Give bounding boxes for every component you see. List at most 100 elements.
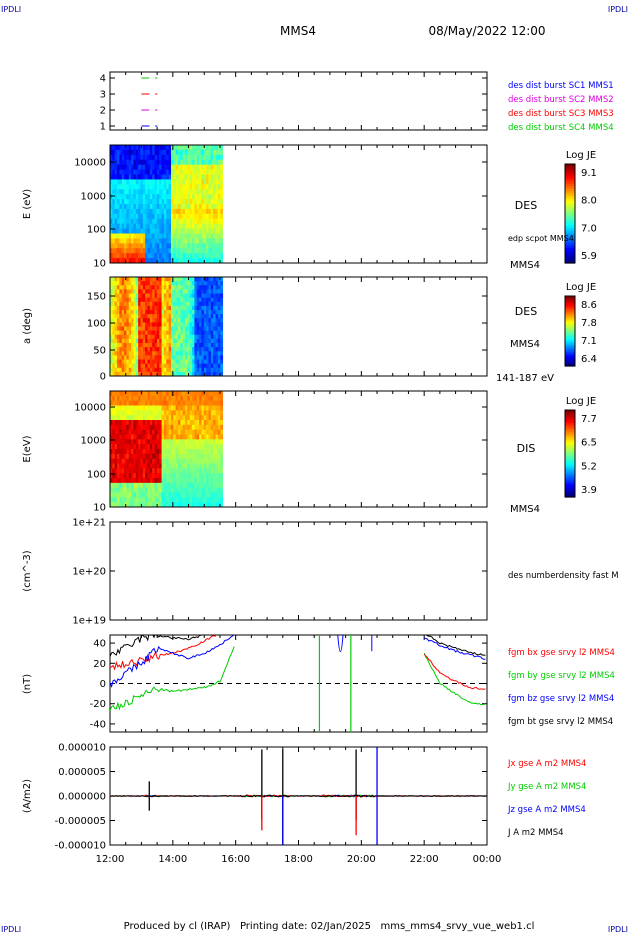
dis-energy-cell <box>124 463 127 469</box>
dis-energy-cell <box>156 482 160 489</box>
magnetic-field-ylabel: (nT) <box>22 674 33 694</box>
dis-energy-colorbar-cell <box>565 475 575 479</box>
des-energy-cell <box>178 159 181 166</box>
dis-energy-cell <box>112 497 116 503</box>
des-pitch-ytick-label: 50 <box>93 346 106 357</box>
des-energy-colorbar-cell <box>565 238 575 242</box>
dis-energy-cell <box>124 424 127 431</box>
dis-energy-cell <box>187 492 191 498</box>
des-energy-cell <box>166 223 170 230</box>
des-energy-cell <box>213 253 217 259</box>
des-pitch-cell <box>152 330 156 336</box>
dis-energy-cell <box>135 434 139 440</box>
dis-energy-cell <box>131 410 134 416</box>
dis-energy-cell <box>133 400 137 406</box>
dis-energy-cell <box>196 444 200 450</box>
dis-energy-cell <box>189 502 193 508</box>
des-energy-cell <box>210 213 214 220</box>
des-pitch-cell <box>138 330 141 336</box>
dis-energy-cell <box>149 449 153 455</box>
dis-energy-cell <box>194 453 198 460</box>
des-energy-cell <box>156 154 160 161</box>
dis-energy-cell <box>110 453 113 460</box>
des-energy-cell <box>166 164 170 171</box>
des-energy-cell <box>142 169 146 175</box>
des-energy-cell <box>112 204 116 210</box>
dis-energy-cell <box>215 429 219 435</box>
des-pitch-cell <box>208 293 212 299</box>
des-pitch-cell <box>121 355 125 360</box>
dis-energy-cell <box>156 468 160 474</box>
dis-energy-cell <box>210 497 214 503</box>
dis-energy-cell <box>138 482 141 489</box>
magnetic-field-ytick-label: -20 <box>90 699 106 710</box>
des-pitch-cell <box>213 301 217 307</box>
des-energy-cell <box>192 223 195 230</box>
des-energy-cell <box>154 218 158 225</box>
des-energy-cell <box>185 169 188 175</box>
des-energy-cell <box>110 228 113 234</box>
des-energy-cell <box>215 199 219 205</box>
des-pitch-cell <box>135 281 139 286</box>
availability-ytick-label: 3 <box>100 90 106 101</box>
des-energy-cell <box>196 184 200 190</box>
dis-energy-cell <box>121 410 125 416</box>
dis-energy-cell <box>185 415 188 421</box>
des-pitch-cell <box>142 338 146 344</box>
des-pitch-cell <box>149 289 153 294</box>
des-pitch-cell <box>117 301 120 307</box>
des-pitch-cell <box>161 285 165 290</box>
dis-energy-cell <box>121 482 125 489</box>
dis-energy-cell <box>119 453 123 460</box>
dis-energy-cell <box>168 400 172 406</box>
dis-energy-cell <box>203 492 207 498</box>
dis-energy-cell <box>142 439 146 445</box>
des-energy-colorbar-cell <box>565 250 575 254</box>
dis-energy-cell <box>163 429 167 435</box>
des-pitch-cell <box>163 338 167 344</box>
des-pitch-cell <box>206 343 210 348</box>
dis-energy-colorbar-cell <box>565 433 575 437</box>
des-energy-cell <box>126 164 130 171</box>
des-pitch-cell <box>189 314 193 319</box>
des-pitch-cell <box>203 371 207 377</box>
des-pitch-cell <box>175 310 179 315</box>
des-energy-cell <box>213 145 217 151</box>
des-energy-cell <box>203 159 207 166</box>
des-pitch-cell <box>152 359 156 365</box>
des-pitch-cell <box>173 326 177 332</box>
des-pitch-cell <box>128 351 132 356</box>
des-energy-cell <box>135 253 139 259</box>
dis-energy-cell <box>145 444 149 450</box>
des-pitch-cell <box>201 347 205 352</box>
dis-energy-cell <box>168 391 172 397</box>
des-pitch-cell <box>199 347 202 352</box>
dis-energy-colorbar-cell <box>565 453 575 457</box>
des-energy-cell <box>220 233 224 239</box>
des-energy-cell <box>208 149 212 156</box>
dis-energy-cell <box>217 453 221 460</box>
des-energy-cell <box>135 149 139 156</box>
des-pitch-cell <box>194 326 198 332</box>
des-energy-cell <box>217 238 221 244</box>
des-energy-cell <box>208 199 212 205</box>
des-energy-cell <box>159 258 163 264</box>
dis-energy-cell <box>220 468 224 474</box>
des-energy-cell <box>112 184 116 190</box>
dis-energy-cell <box>168 482 172 489</box>
dis-energy-colorbar-cell <box>565 429 575 433</box>
dis-energy-cell <box>175 487 179 493</box>
des-energy-cell <box>149 208 153 215</box>
des-energy-colorbar-cell <box>565 220 575 224</box>
dis-energy-cell <box>142 410 146 416</box>
dis-energy-cell <box>192 424 195 431</box>
des-energy-cell <box>133 243 137 249</box>
des-energy-cell <box>124 164 127 171</box>
des-pitch-cell <box>199 281 202 286</box>
des-energy-cell <box>152 218 156 225</box>
des-pitch-cell <box>192 305 195 311</box>
des-pitch-cell <box>217 367 221 373</box>
dis-energy-cell <box>114 458 118 464</box>
des-pitch-cell <box>112 371 116 377</box>
des-energy-cell <box>131 243 134 249</box>
